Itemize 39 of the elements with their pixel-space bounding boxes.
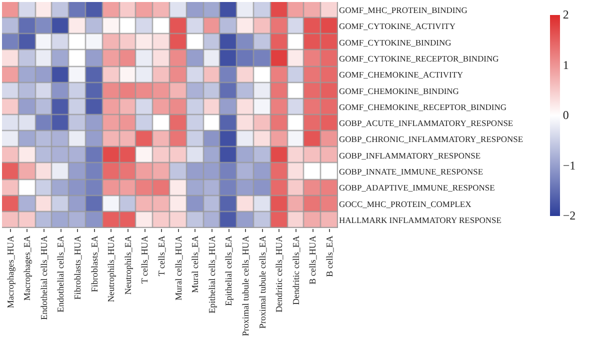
y-tick-label: GOBP_CHRONIC_INFLAMMATORY_RESPONSE [339, 134, 524, 144]
x-tick-label: T cells_EA [156, 235, 167, 276]
x-tick-label: Endothelial cells_EA [56, 235, 66, 312]
x-tick-label: T cells_HUA [140, 235, 150, 284]
x-tick-label: Epithelial cells_EA [224, 235, 234, 306]
y-tick-label: GOBP_INFLAMMATORY_RESPONSE [339, 150, 481, 160]
y-tick-label: GOCC_MHC_PROTEIN_COMPLEX [339, 198, 472, 209]
color-bar-label: −1 [562, 158, 576, 172]
color-bar-label: 0 [562, 108, 569, 122]
x-tick-label: B cells_EA [324, 235, 335, 277]
color-bar-label: −2 [562, 208, 576, 223]
y-tick-label: GOMF_MHC_PROTEIN_BINDING [339, 5, 468, 16]
x-tick-label: Mural cells_EA [190, 235, 200, 293]
y-tick-label: GOBP_INNATE_IMMUNE_RESPONSE [339, 166, 484, 176]
x-tick-label: Dendritic cells_EA [290, 235, 301, 305]
x-tick-label: Fibroblasts_EA [89, 235, 100, 292]
y-tick-label: GOBP_ADAPTIVE_IMMUNE_RESPONSE [339, 182, 495, 193]
y-tick-label: GOMF_CYTOKINE_ACTIVITY [339, 21, 456, 32]
y-tick-label: GOMF_CHEMOKINE_ACTIVITY [339, 70, 464, 80]
x-tick-label: Epithelial cells_HUA [206, 235, 217, 314]
x-tick-label: Macrophages_EA [22, 235, 32, 301]
x-tick-label: Endothelial cells_HUA [38, 235, 49, 320]
x-tick-label: Mural cells_HUA [173, 235, 184, 300]
x-tick-label: Dendritic cells_HUA [274, 235, 284, 312]
color-bar-label: 1 [562, 58, 569, 72]
x-tick-label: Macrophages_HUA [5, 235, 16, 308]
x-tick-label: Proximal tubule cells_EA [257, 235, 268, 329]
y-tick-label: GOMF_CHEMOKINE_BINDING [339, 86, 459, 96]
y-tick-label: GOBP_ACUTE_INFLAMMATORY_RESPONSE [339, 118, 514, 128]
x-tick-label: Neutrophils_HUA [106, 235, 116, 302]
x-tick-label: Neutrophils_EA [122, 235, 133, 295]
y-tick-label: GOMF_CHEMOKINE_RECEPTOR_BINDING [339, 102, 506, 112]
y-tick-label: GOMF_CYTOKINE_RECEPTOR_BINDING [339, 53, 499, 64]
x-tick-label: Fibroblasts_HUA [72, 235, 83, 300]
y-tick-label: GOMF_CYTOKINE_BINDING [339, 37, 452, 48]
x-tick-label: Proximal tubule cells_HUA [240, 235, 251, 336]
y-tick-label: HALLMARK INFLAMMATORY RESPONSE [339, 214, 502, 225]
color-bar-label: 2 [562, 8, 569, 22]
x-tick-label: B cells_HUA [308, 235, 318, 284]
